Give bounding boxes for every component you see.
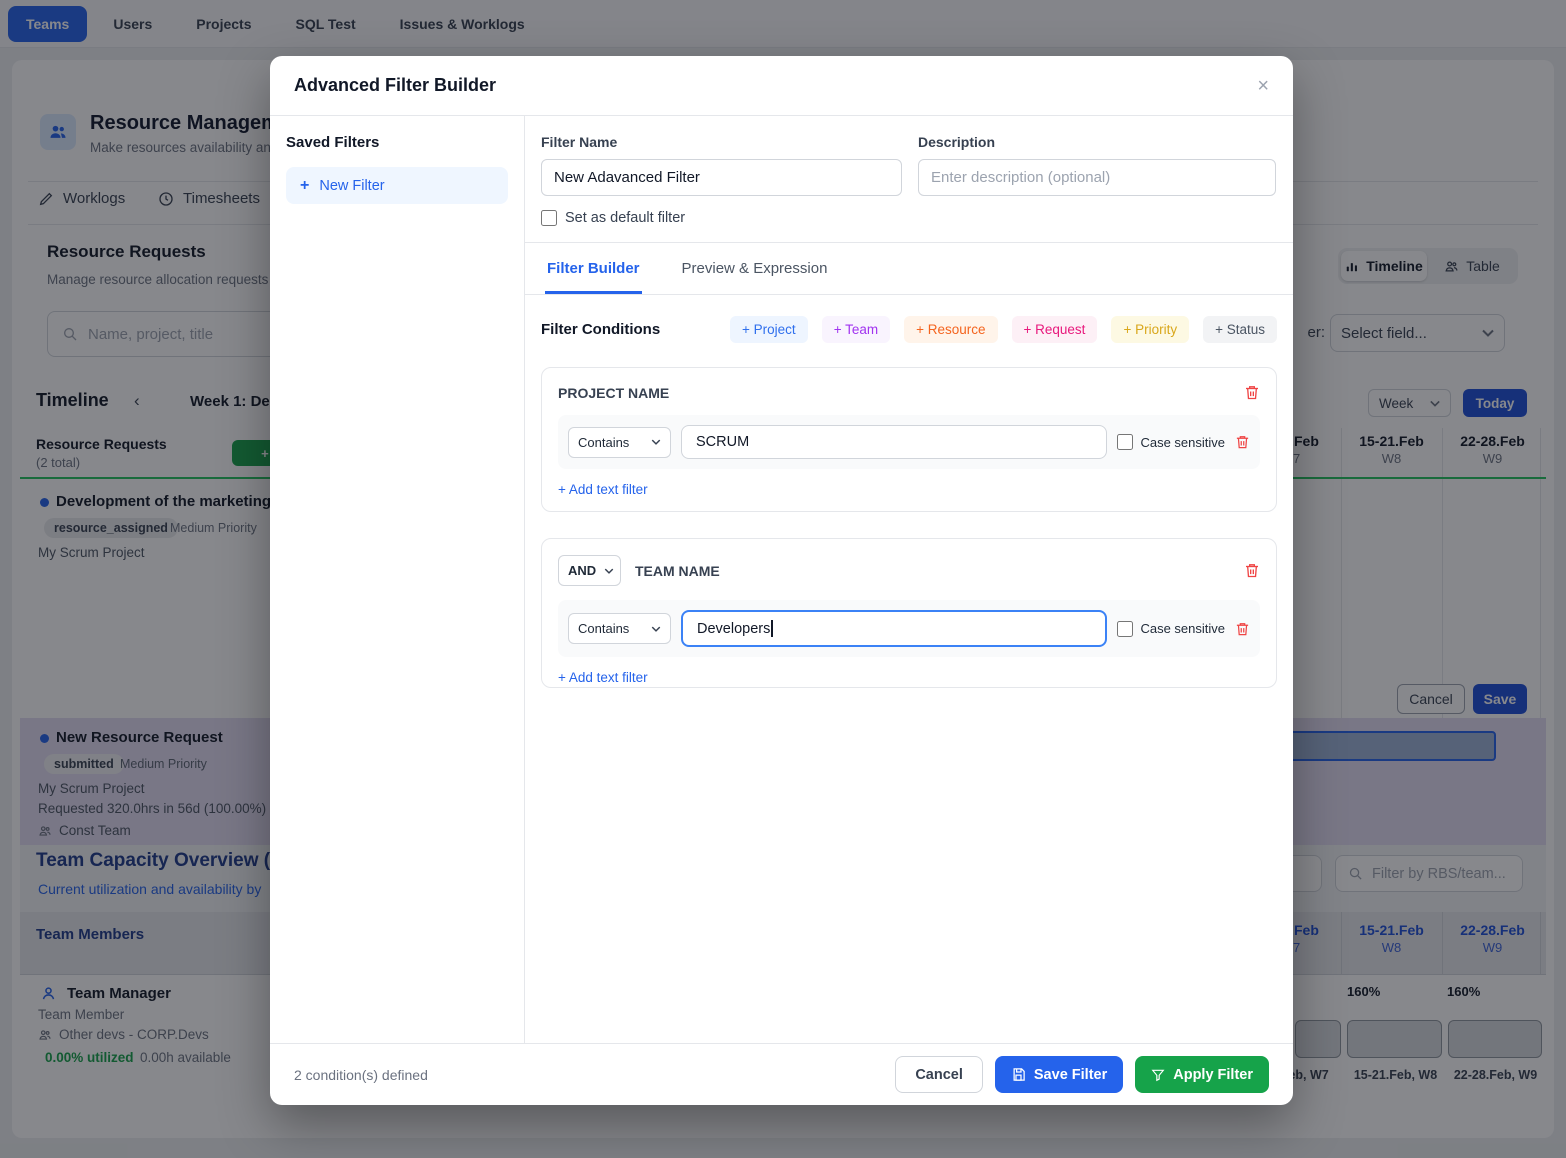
modal-footer: 2 condition(s) defined Cancel Save Filte…: [270, 1043, 1293, 1105]
case-sensitive-checkbox[interactable]: [1117, 434, 1134, 450]
tab-preview-expression[interactable]: Preview & Expression: [680, 243, 830, 294]
operator-value: Contains: [578, 621, 630, 636]
funnel-icon: [1151, 1068, 1165, 1082]
case-sensitive-label: Case sensitive: [1140, 434, 1225, 450]
filter-value-text: Developers: [697, 620, 771, 637]
trash-icon[interactable]: [1235, 434, 1250, 450]
add-text-filter-link[interactable]: + Add text filter: [558, 482, 648, 497]
text-filter-row: Contains SCRUM Case sensitive: [558, 415, 1260, 469]
add-condition-chips: + Project + Team + Resource + Request + …: [730, 316, 1277, 343]
join-operator-select[interactable]: AND: [558, 555, 621, 586]
operator-select[interactable]: Contains: [568, 613, 671, 644]
filter-name-label: Filter Name: [541, 134, 618, 150]
add-resource-chip[interactable]: + Resource: [904, 316, 998, 343]
chevron-down-icon: [604, 568, 614, 574]
modal-content: Filter Name Description Set as default f…: [525, 116, 1293, 1043]
saved-filters-heading: Saved Filters: [286, 134, 380, 151]
join-operator-value: AND: [568, 563, 597, 578]
case-sensitive-option: Case sensitive: [1117, 620, 1225, 637]
add-team-chip[interactable]: + Team: [821, 316, 891, 343]
saved-filters-sidebar: Saved Filters + New Filter: [270, 116, 525, 1043]
text-filter-row: Contains Developers Case sensitive: [558, 600, 1260, 657]
conditions-panel: Filter Conditions + Project + Team + Res…: [525, 295, 1293, 1043]
text-cursor: [771, 620, 773, 637]
modal-body: Saved Filters + New Filter Filter Name D…: [270, 116, 1293, 1043]
trash-icon[interactable]: [1244, 562, 1260, 579]
description-label: Description: [918, 134, 996, 150]
conditions-heading: Filter Conditions: [541, 321, 661, 338]
filter-value-input-focused[interactable]: Developers: [681, 610, 1108, 647]
add-priority-chip[interactable]: + Priority: [1111, 316, 1190, 343]
condition-field-name: TEAM NAME: [635, 562, 720, 579]
modal-title: Advanced Filter Builder: [294, 75, 497, 95]
operator-select[interactable]: Contains: [568, 426, 671, 458]
condition-card-project-name: PROJECT NAME Contains SCRUM: [541, 367, 1277, 512]
new-filter-label: New Filter: [319, 177, 385, 194]
save-icon: [1011, 1067, 1026, 1082]
condition-card-header: PROJECT NAME: [558, 384, 1260, 401]
description-field: Description: [918, 134, 1276, 196]
apply-filter-button[interactable]: Apply Filter: [1135, 1056, 1269, 1093]
advanced-filter-builder-modal: Advanced Filter Builder × Saved Filters …: [270, 56, 1293, 1105]
default-filter-row: Set as default filter: [541, 210, 1277, 226]
plus-icon: +: [300, 176, 310, 194]
filter-value-text: SCRUM: [696, 434, 750, 450]
conditions-header: Filter Conditions + Project + Team + Res…: [541, 316, 1277, 343]
add-project-chip[interactable]: + Project: [730, 316, 808, 343]
cancel-button[interactable]: Cancel: [895, 1056, 983, 1093]
description-input[interactable]: [918, 159, 1276, 196]
add-request-chip[interactable]: + Request: [1011, 316, 1098, 343]
modal-header: Advanced Filter Builder ×: [270, 56, 1293, 116]
save-filter-button[interactable]: Save Filter: [994, 1056, 1124, 1093]
filter-name-field: Filter Name: [541, 134, 902, 196]
add-status-chip[interactable]: + Status: [1203, 316, 1277, 343]
default-filter-label: Set as default filter: [565, 210, 686, 226]
trash-icon[interactable]: [1235, 621, 1250, 637]
trash-icon[interactable]: [1244, 384, 1260, 401]
condition-card-header: AND TEAM NAME: [558, 555, 1260, 586]
filter-value-input[interactable]: SCRUM: [681, 425, 1108, 459]
tab-filter-builder[interactable]: Filter Builder: [545, 243, 642, 294]
operator-value: Contains: [578, 434, 630, 450]
add-text-filter-link[interactable]: + Add text filter: [558, 670, 648, 685]
new-filter-item[interactable]: + New Filter: [286, 167, 508, 204]
save-filter-label: Save Filter: [1033, 1066, 1108, 1083]
conditions-summary: 2 condition(s) defined: [294, 1066, 428, 1083]
apply-filter-label: Apply Filter: [1173, 1066, 1253, 1083]
close-icon[interactable]: ×: [1257, 74, 1269, 97]
case-sensitive-checkbox[interactable]: [1117, 620, 1134, 637]
modal-tabs: Filter Builder Preview & Expression: [525, 242, 1293, 295]
default-filter-checkbox[interactable]: [541, 210, 557, 226]
case-sensitive-label: Case sensitive: [1140, 621, 1225, 636]
condition-card-team-name: AND TEAM NAME Contains: [541, 538, 1277, 688]
chevron-down-icon: [651, 626, 661, 632]
case-sensitive-option: Case sensitive: [1117, 434, 1225, 450]
chevron-down-icon: [651, 439, 661, 445]
condition-field-name: PROJECT NAME: [558, 384, 670, 401]
filter-meta-row: Filter Name Description: [525, 116, 1293, 196]
filter-name-input[interactable]: [541, 159, 902, 196]
